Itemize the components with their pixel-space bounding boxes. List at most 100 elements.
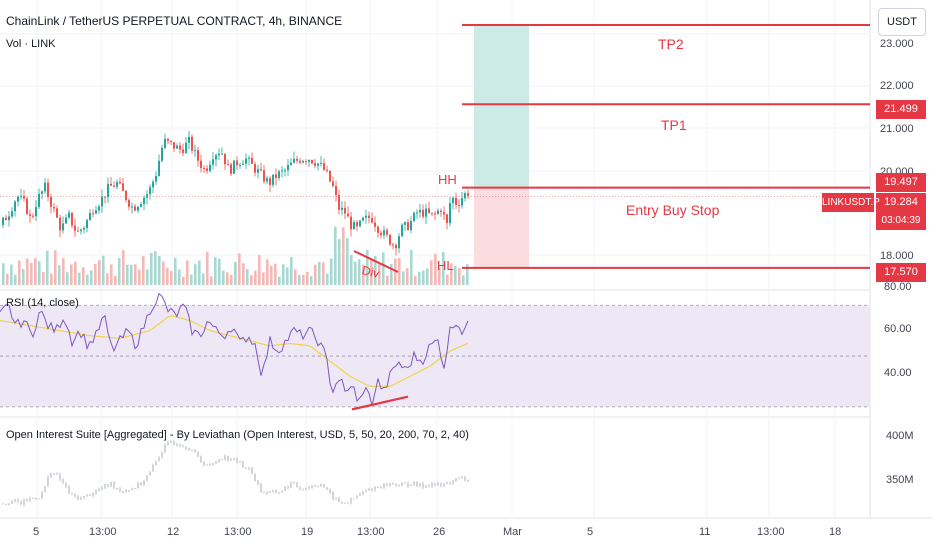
candle-body [152,181,154,188]
oi-body [167,442,169,446]
candle-body [128,200,130,207]
time-label: 12 [167,526,180,538]
volume-bar [414,276,417,285]
volume-bar [294,269,297,285]
volume-bar [310,276,313,285]
volume-bar [398,258,401,285]
volume-bar [374,255,377,285]
candle-body [311,160,313,164]
oi-body [32,497,34,499]
volume-bar [206,251,209,285]
volume-bar [174,257,177,285]
time-label: 13:00 [224,526,252,538]
volume-bar [222,270,225,285]
volume-bar [334,226,337,285]
candle-body [182,149,184,153]
candle-body [83,228,85,230]
candle-body [98,206,100,211]
oi-tick: 350M [886,474,914,486]
oi-body [218,459,220,462]
time-label: 11 [699,526,711,538]
currency-selector[interactable]: USDT [878,8,926,36]
oi-body [113,482,115,488]
candle-body [50,197,52,208]
oi-body [320,484,322,487]
oi-body [455,478,457,482]
volume-bar [122,250,125,285]
candle-body [71,212,73,226]
oi-body [131,488,133,491]
oi-body [290,482,292,488]
oi-body [404,482,406,484]
candle-body [392,244,394,246]
oi-body [368,488,370,491]
volume-bar [250,275,253,285]
volume-bar [42,272,45,285]
volume-bar [418,271,421,285]
candle-body [377,226,379,233]
volume-bar [254,270,257,285]
hl-label: HL [437,258,454,273]
oi-body [53,473,55,475]
candle-body [317,163,319,166]
volume-bar [158,256,161,285]
candle-body [113,185,115,187]
candle-body [56,208,58,218]
candle-body [422,209,424,217]
candle-body [197,149,199,161]
volume-bar [230,274,233,285]
time-label: 26 [433,526,446,538]
candle-body [416,212,418,214]
oi-body [122,491,124,493]
stop-price-tag: 17.570 [876,263,926,282]
volume-bar [46,250,49,285]
candle-body [59,217,61,231]
oi-body [116,487,118,489]
candle-body [425,208,427,217]
candle-body [356,222,358,227]
oi-body [83,495,85,498]
candle-body [401,224,403,237]
volume-bar [186,260,189,285]
volume-bar [78,272,81,285]
volume-bar [138,269,141,285]
oi-body [431,483,433,487]
oi-body [230,459,232,461]
oi-body [98,489,100,491]
candle-body [374,222,376,227]
oi-body [443,483,445,486]
oi-body [383,483,385,489]
time-label: 5 [587,526,594,538]
volume-bar [210,276,213,285]
oi-body [437,483,439,486]
candle-body [404,222,406,225]
candle-body [38,193,40,208]
candle-body [116,181,118,187]
volume-bar [402,271,405,285]
candle-body [371,218,373,223]
oi-body [416,482,418,486]
time-label: 13:00 [757,526,785,538]
volume-bar [446,274,449,285]
volume-bar [38,261,41,285]
oi-body [422,483,424,488]
candle-body [170,140,172,143]
volume-bar [386,275,389,285]
candle-body [131,206,133,208]
candle-body [146,194,148,198]
candle-body [200,160,202,169]
volume-bar [270,265,273,285]
oi-body [434,483,436,486]
time-label: Mar [503,526,522,538]
volume-bar [306,271,309,285]
oi-body [29,497,31,502]
symbol-title: ChainLink / TetherUS PERPETUAL CONTRACT,… [6,14,343,28]
candle-body [368,215,370,219]
candle-body [8,216,10,221]
volume-bar [66,272,69,285]
time-label: 13:00 [89,526,117,538]
volume-bar [86,274,89,285]
candle-body [245,158,247,164]
candle-body [284,170,286,172]
candle-body [419,209,421,213]
